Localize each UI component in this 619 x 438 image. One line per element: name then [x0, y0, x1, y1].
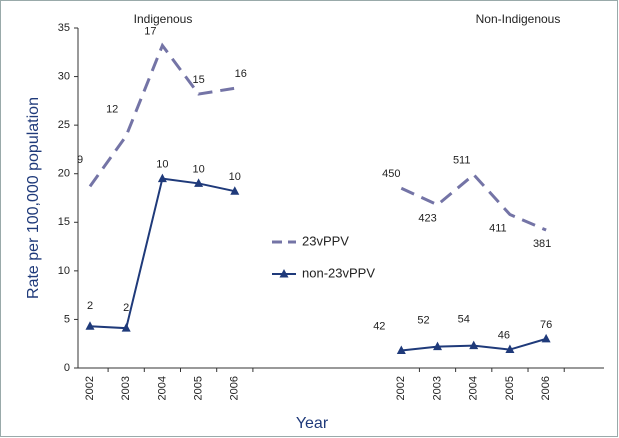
- data-label: 423: [418, 213, 436, 225]
- series-line: [400, 172, 547, 232]
- data-label: 46: [498, 329, 510, 341]
- data-label: 17: [144, 25, 156, 37]
- x-axis-label: Year: [296, 415, 329, 432]
- x-tick-label: 2003: [431, 376, 443, 400]
- point-marker: [469, 340, 479, 350]
- point-marker: [157, 173, 167, 183]
- x-tick-label: 2004: [156, 376, 168, 400]
- data-label: 42: [373, 320, 385, 332]
- series-line: [88, 42, 236, 188]
- data-label: 450: [382, 168, 400, 180]
- x-tick-label: 2005: [504, 376, 516, 400]
- point-marker: [433, 341, 443, 351]
- legend-marker: [279, 269, 289, 278]
- y-tick-label: 30: [58, 70, 70, 82]
- x-tick-label: 2004: [468, 376, 480, 400]
- x-tick-label: 2002: [395, 376, 407, 400]
- data-label: 15: [192, 74, 204, 86]
- data-label: 10: [229, 171, 241, 183]
- x-tick-label: 2006: [229, 376, 241, 400]
- panel-label: Non-Indigenous: [476, 12, 561, 26]
- y-axis-label: Rate per 100,000 population: [25, 97, 42, 299]
- y-tick-label: 25: [58, 119, 70, 131]
- x-tick-label: 2002: [84, 376, 96, 400]
- data-label: 12: [106, 104, 118, 116]
- data-label: 9: [77, 154, 83, 166]
- data-label: 76: [540, 319, 552, 331]
- panel-label: Indigenous: [134, 12, 193, 26]
- data-label: 10: [156, 158, 168, 170]
- data-label: 52: [417, 315, 429, 327]
- point-marker: [541, 333, 551, 343]
- data-label: 511: [453, 155, 471, 167]
- y-tick-label: 15: [58, 216, 70, 228]
- point-marker: [396, 345, 406, 355]
- point-marker: [230, 186, 240, 195]
- x-tick-label: 2006: [540, 376, 552, 400]
- data-label: 16: [235, 68, 247, 80]
- legend-label: 23vPPV: [302, 233, 349, 248]
- point-marker: [85, 321, 95, 330]
- legend-label: non-23vPPV: [302, 265, 375, 280]
- data-label: 2: [123, 302, 129, 314]
- y-tick-label: 10: [58, 265, 70, 277]
- y-tick-label: 20: [58, 168, 70, 180]
- point-marker: [194, 178, 204, 187]
- x-tick-label: 2003: [120, 376, 132, 400]
- data-label: 10: [192, 163, 204, 175]
- point-marker: [505, 344, 515, 354]
- x-tick-label: 2005: [193, 376, 205, 400]
- y-tick-label: 35: [58, 22, 70, 34]
- y-tick-label: 5: [64, 313, 70, 325]
- data-label: 54: [458, 314, 470, 326]
- data-label: 381: [533, 238, 551, 250]
- data-label: 411: [489, 222, 507, 234]
- y-tick-label: 0: [64, 362, 70, 374]
- data-label: 2: [87, 300, 93, 312]
- point-marker: [121, 323, 131, 332]
